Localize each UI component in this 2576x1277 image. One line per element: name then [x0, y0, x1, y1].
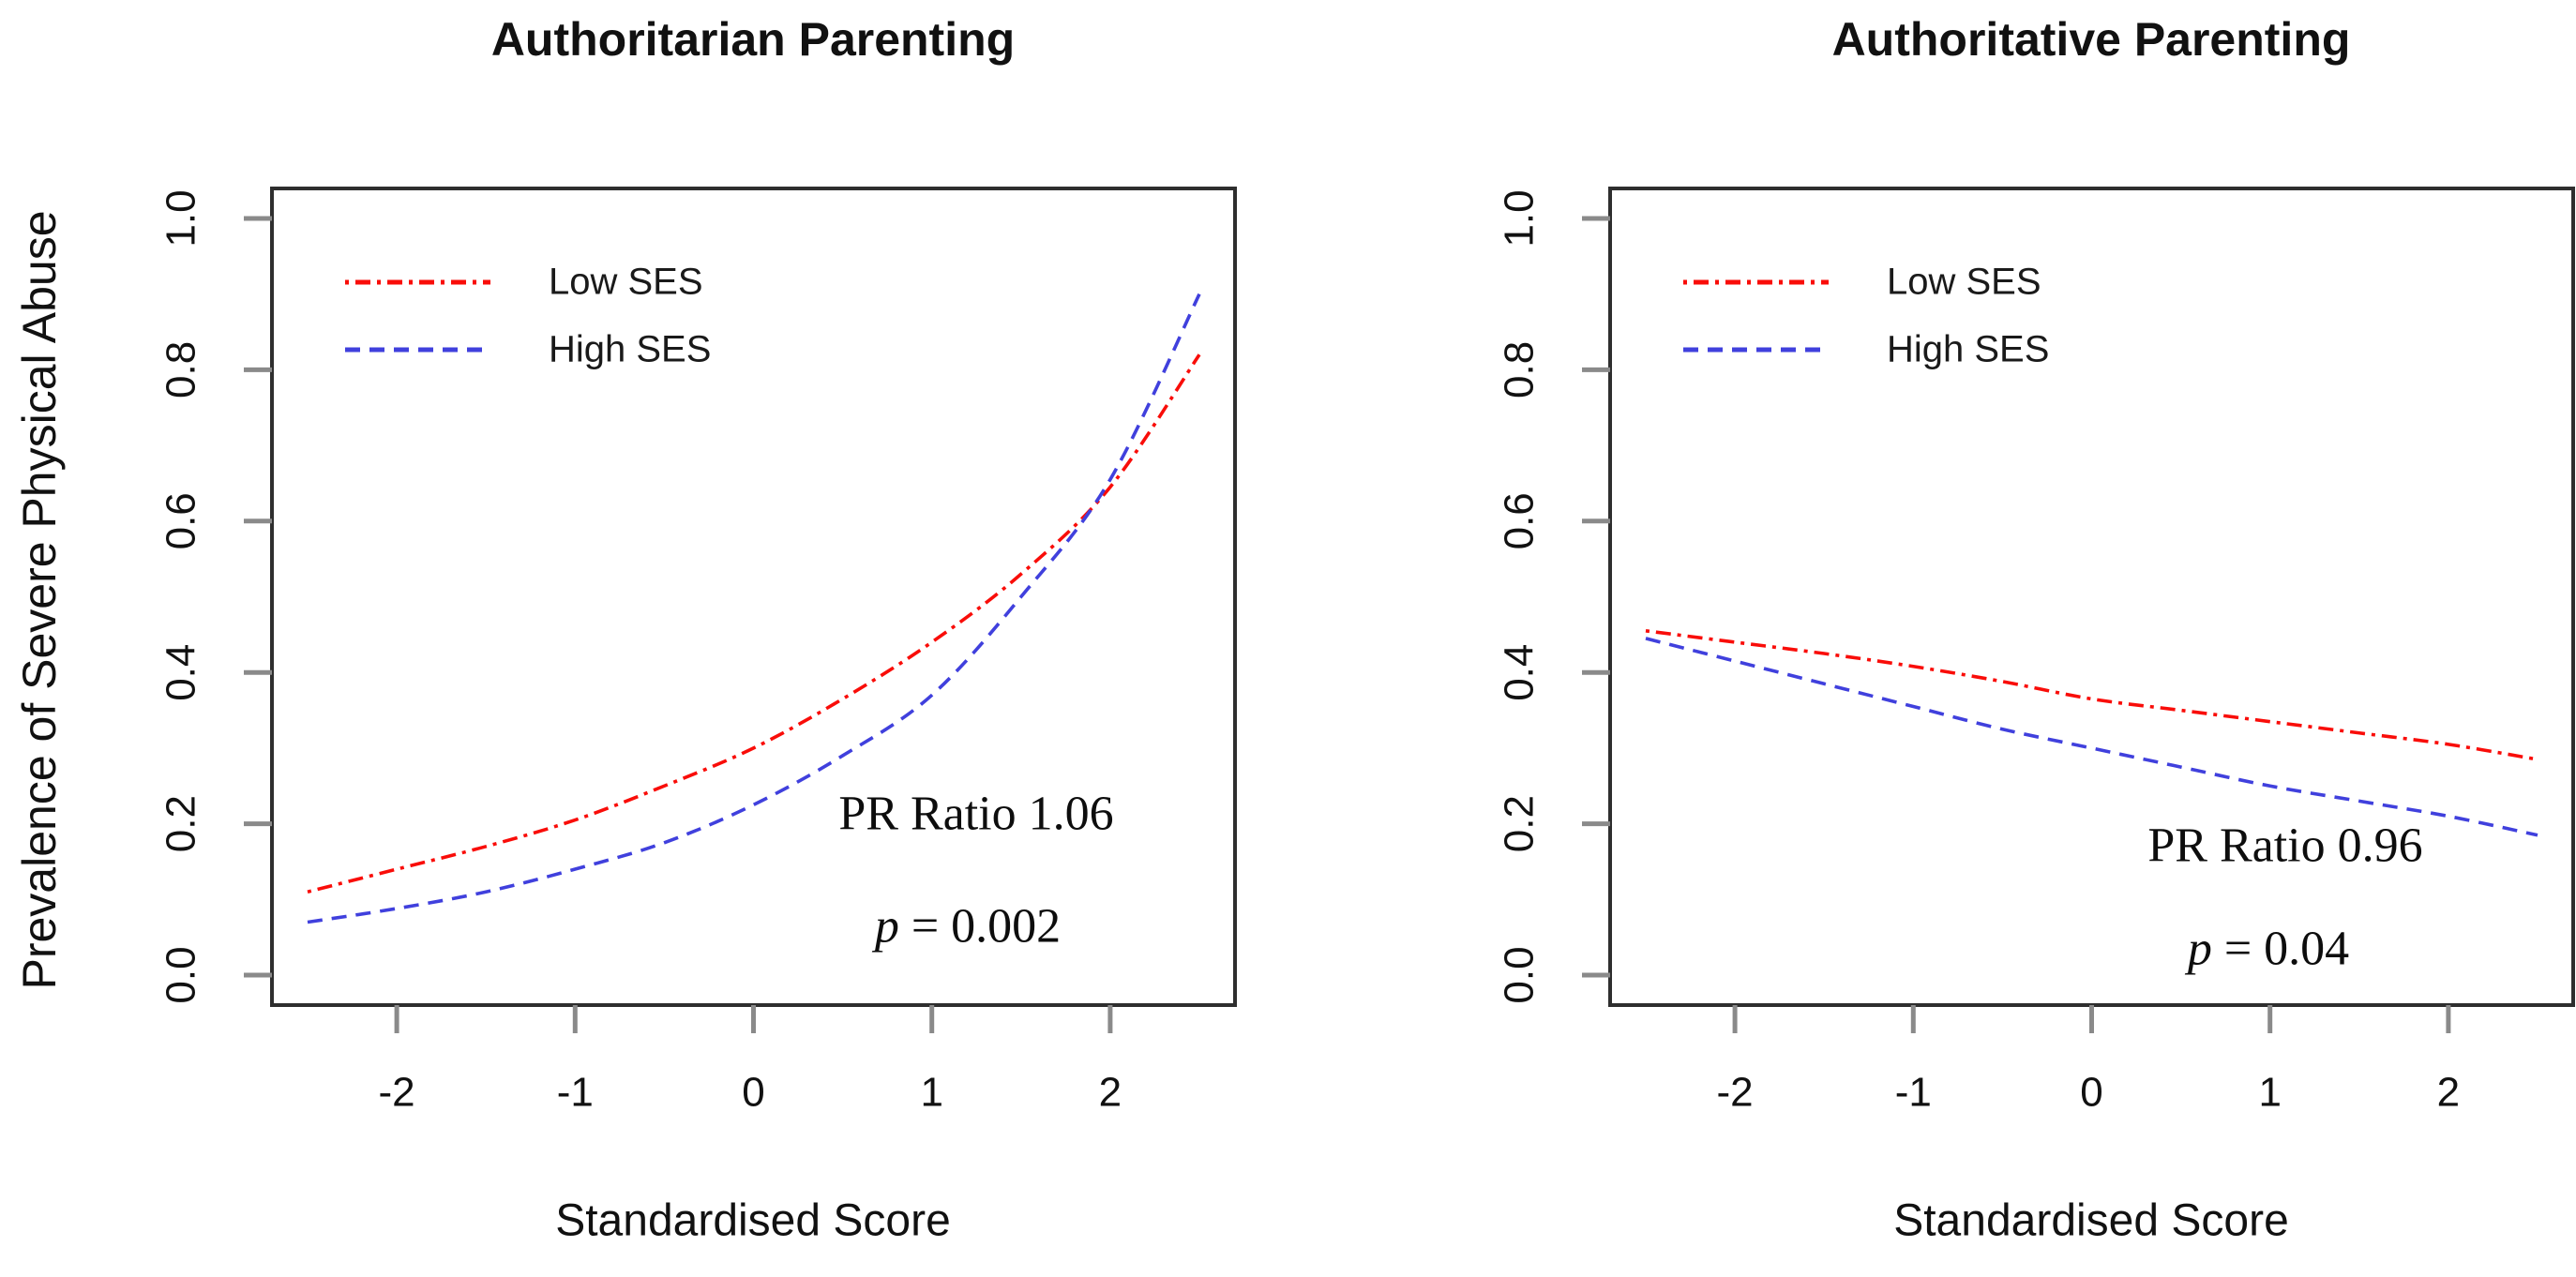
y-tick-label: 0.2: [1497, 795, 1543, 852]
legend-label-low-ses: Low SES: [1887, 261, 2041, 303]
y-tick-label: 0.2: [158, 795, 204, 852]
x-tick-label: 2: [1099, 1070, 1122, 1116]
legend-label-low-ses: Low SES: [549, 261, 703, 303]
y-tick-label: 0.0: [1497, 946, 1543, 1003]
x-tick-label: 0: [742, 1070, 764, 1116]
y-tick-label: 0.8: [1497, 341, 1543, 398]
y-tick-label: 0.8: [158, 341, 204, 398]
p-symbol: p: [2187, 922, 2212, 976]
legend-label-high-ses: High SES: [549, 328, 712, 370]
x-tick-label: 0: [2080, 1070, 2102, 1116]
y-tick-label: 0.6: [1497, 492, 1543, 549]
panel-authoritarian: Authoritarian Parenting Low SES High SES…: [0, 0, 1238, 1277]
x-tick-label: -1: [1895, 1070, 1932, 1116]
panel-authoritative: Authoritative Parenting Low SES High SES…: [1338, 0, 2576, 1277]
curve-high-ses: [307, 293, 1201, 924]
p-value-annotation: p = 0.002: [875, 899, 1061, 954]
panel-title: Authoritarian Parenting: [490, 13, 1016, 66]
y-tick-label: 0.0: [158, 946, 204, 1003]
x-tick-label: -2: [379, 1070, 415, 1116]
x-tick-label: -1: [557, 1070, 594, 1116]
pr-ratio-annotation: PR Ratio 1.06: [838, 787, 1114, 841]
y-tick-label: 0.4: [1497, 644, 1543, 701]
curve-low-ses: [1645, 629, 2538, 761]
p-symbol: p: [874, 899, 899, 954]
x-tick-label: 1: [2258, 1070, 2281, 1116]
p-value-annotation: p = 0.04: [2188, 922, 2349, 977]
x-tick-label: -2: [1717, 1070, 1754, 1116]
panel-title: Authoritative Parenting: [1831, 13, 2351, 66]
curve-low-ses: [307, 353, 1201, 894]
y-tick-label: 1.0: [1497, 189, 1543, 247]
x-tick-label: 1: [920, 1070, 942, 1116]
y-tick-label: 0.4: [158, 644, 204, 701]
y-tick-label: 1.0: [158, 189, 204, 247]
x-axis-title: Standardised Score: [555, 1195, 951, 1246]
x-axis-title: Standardised Score: [1893, 1195, 2289, 1246]
x-tick-label: 2: [2437, 1070, 2460, 1116]
pr-ratio-annotation: PR Ratio 0.96: [2147, 819, 2423, 873]
legend-label-high-ses: High SES: [1887, 328, 2050, 370]
y-tick-label: 0.6: [158, 492, 204, 549]
p-value-text: = 0.04: [2211, 922, 2350, 976]
p-value-text: = 0.002: [898, 899, 1062, 954]
curve-high-ses: [1645, 637, 2538, 837]
